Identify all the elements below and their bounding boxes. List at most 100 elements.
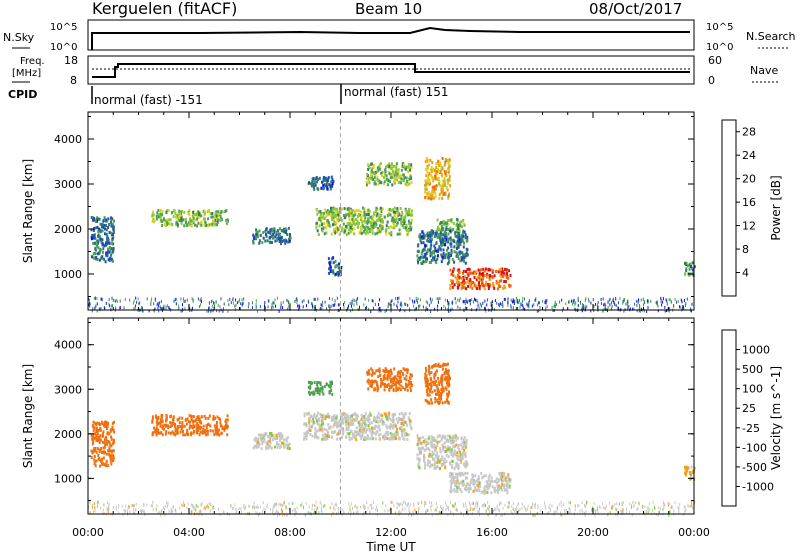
scatter-pixel xyxy=(551,504,553,508)
echo-region xyxy=(151,414,229,437)
scatter-pixel xyxy=(187,502,189,506)
velocity-heatmap xyxy=(88,362,696,517)
scatter-pixel xyxy=(234,503,236,507)
scatter-pixel xyxy=(537,504,539,508)
scatter-pixel xyxy=(408,506,410,510)
scatter-pixel xyxy=(216,309,218,313)
scatter-pixel xyxy=(397,502,399,506)
scatter-pixel xyxy=(402,507,404,511)
scatter-pixel xyxy=(596,505,598,509)
scatter-pixel xyxy=(553,510,555,514)
scatter-pixel xyxy=(526,507,528,511)
power-heatmap xyxy=(88,157,696,313)
scatter-pixel xyxy=(496,301,498,305)
scatter-pixel xyxy=(402,500,404,504)
scatter-pixel xyxy=(218,507,219,511)
scatter-pixel xyxy=(531,506,533,509)
scatter-pixel xyxy=(393,302,395,306)
scatter-pixel xyxy=(471,298,473,302)
scatter-pixel xyxy=(428,303,430,307)
scatter-pixel xyxy=(683,505,685,509)
scatter-pixel xyxy=(638,309,640,313)
scatter-pixel xyxy=(680,298,682,302)
scatter-pixel xyxy=(230,301,232,305)
scatter-pixel xyxy=(354,504,356,508)
scatter-pixel xyxy=(235,511,237,515)
scatter-pixel xyxy=(607,300,609,304)
scatter-pixel xyxy=(437,304,439,308)
scatter-pixel xyxy=(559,511,561,515)
scatter-pixel xyxy=(532,514,534,517)
scatter-pixel xyxy=(418,502,420,506)
scatter-pixel xyxy=(604,302,606,306)
echo-region xyxy=(252,431,291,451)
scatter-pixel xyxy=(492,509,494,513)
scatter-pixel xyxy=(485,509,487,513)
scatter-pixel xyxy=(319,500,321,504)
scatter-pixel xyxy=(238,300,240,304)
scatter-pixel xyxy=(119,299,121,303)
scatter-pixel xyxy=(524,307,526,311)
scatter-pixel xyxy=(278,511,280,515)
scatter-pixel xyxy=(416,298,418,302)
scatter-pixel xyxy=(369,511,371,515)
scatter-pixel xyxy=(332,511,334,515)
scatter-pixel xyxy=(466,300,468,304)
scatter-pixel xyxy=(131,504,133,507)
scatter-pixel xyxy=(592,506,594,510)
scatter-pixel xyxy=(546,305,548,309)
scatter-pixel xyxy=(275,503,277,507)
scatter-pixel xyxy=(274,502,276,506)
scatter-pixel xyxy=(103,511,105,515)
scatter-pixel xyxy=(442,506,444,510)
scatter-pixel xyxy=(629,502,631,506)
scatter-pixel xyxy=(621,508,623,512)
scatter-pixel xyxy=(434,508,436,512)
scatter-pixel xyxy=(231,507,233,510)
echo-region xyxy=(683,465,696,481)
scatter-pixel xyxy=(548,511,550,515)
scatter-pixel xyxy=(414,300,416,304)
scatter-pixel xyxy=(512,298,514,302)
scatter-pixel xyxy=(255,299,257,303)
scatter-pixel xyxy=(107,510,109,514)
scatter-pixel xyxy=(320,303,322,307)
scatter-pixel xyxy=(256,505,258,509)
scatter-pixel xyxy=(668,513,670,517)
scatter-pixel xyxy=(488,506,490,510)
scatter-pixel xyxy=(208,306,209,310)
scatter-pixel xyxy=(140,510,142,514)
scatter-pixel xyxy=(494,299,496,303)
scatter-pixel xyxy=(317,297,319,301)
scatter-pixel xyxy=(627,306,629,310)
noise-right-label: N.Search xyxy=(746,30,796,43)
scatter-pixel xyxy=(280,503,282,507)
scatter-pixel xyxy=(124,509,126,513)
scatter-pixel xyxy=(603,307,605,311)
scatter-pixel xyxy=(569,300,571,304)
scatter-pixel xyxy=(201,501,203,505)
scatter-pixel xyxy=(272,510,274,514)
scatter-pixel xyxy=(469,302,471,306)
scatter-pixel xyxy=(517,299,518,303)
scatter-pixel xyxy=(312,503,313,507)
y-tick-label: 4000 xyxy=(54,133,82,146)
scatter-pixel xyxy=(538,301,540,305)
scatter-pixel xyxy=(348,304,349,308)
scatter-pixel xyxy=(399,303,401,307)
scatter-pixel xyxy=(542,299,544,303)
scatter-pixel xyxy=(652,509,653,512)
scatter-pixel xyxy=(616,513,618,517)
scatter-pixel xyxy=(496,507,498,511)
scatter-pixel xyxy=(609,303,611,307)
scatter-pixel xyxy=(282,509,283,513)
scatter-pixel xyxy=(167,505,168,509)
scatter-pixel xyxy=(484,307,486,311)
scatter-pixel xyxy=(678,305,680,309)
scatter-pixel xyxy=(127,509,129,513)
scatter-pixel xyxy=(407,502,409,506)
scatter-pixel xyxy=(363,504,365,508)
scatter-pixel xyxy=(581,508,583,512)
scatter-pixel xyxy=(174,298,176,302)
scatter-pixel xyxy=(257,506,259,510)
